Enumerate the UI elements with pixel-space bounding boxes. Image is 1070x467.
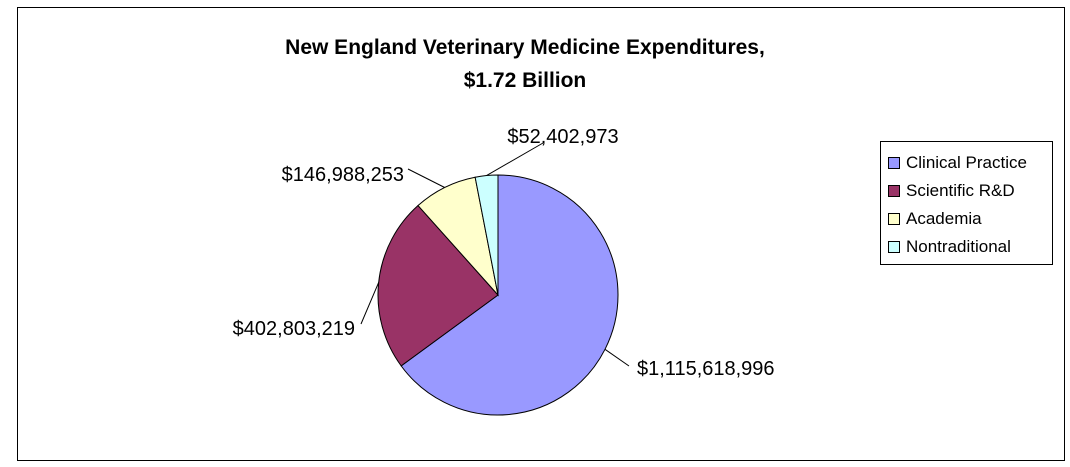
leader-line-academia	[407, 168, 445, 188]
legend-label-academia: Academia	[906, 209, 982, 228]
legend-label-clinical-practice: Clinical Practice	[906, 153, 1027, 172]
legend-label-nontraditional: Nontraditional	[906, 237, 1011, 256]
data-label-academia: $146,988,253	[282, 164, 404, 186]
leader-line-scientific-r-d	[360, 282, 380, 325]
data-label-clinical-practice: $1,115,618,996	[637, 358, 775, 380]
data-label-scientific-r-d: $402,803,219	[233, 318, 355, 340]
chart-title-line-2: $1.72 Billion	[463, 69, 587, 92]
legend-label-scientific-rd: Scientific R&D	[906, 181, 1015, 200]
data-label-nontraditional: $52,402,973	[507, 126, 618, 148]
chart-title-line-1: New England Veterinary Medicine Expendit…	[285, 36, 765, 59]
chart-area: New England Veterinary Medicine Expendit…	[17, 7, 1065, 461]
chart-title: New England Veterinary Medicine Expendit…	[18, 31, 1066, 97]
legend-swatch-scientific-rd	[888, 185, 900, 197]
leader-line-clinical-practice	[604, 348, 630, 367]
pie-chart: $1,115,618,996 $402,803,219 $146,988,253 $5…	[233, 126, 775, 416]
legend-swatch-clinical-practice	[888, 157, 900, 169]
legend-item-clinical-practice: Clinical Practice	[881, 149, 1052, 177]
legend-item-scientific-rd: Scientific R&D	[881, 177, 1052, 205]
legend-item-academia: Academia	[881, 205, 1052, 233]
legend: Clinical Practice Scientific R&D Academi…	[880, 141, 1053, 265]
leader-line-nontraditional	[486, 142, 544, 176]
pie-slice-clinical-practice	[400, 174, 619, 416]
legend-item-nontraditional: Nontraditional	[881, 233, 1052, 261]
pie-slice-nontraditional	[474, 174, 499, 296]
legend-swatch-academia	[888, 213, 900, 225]
legend-swatch-nontraditional	[888, 241, 900, 253]
